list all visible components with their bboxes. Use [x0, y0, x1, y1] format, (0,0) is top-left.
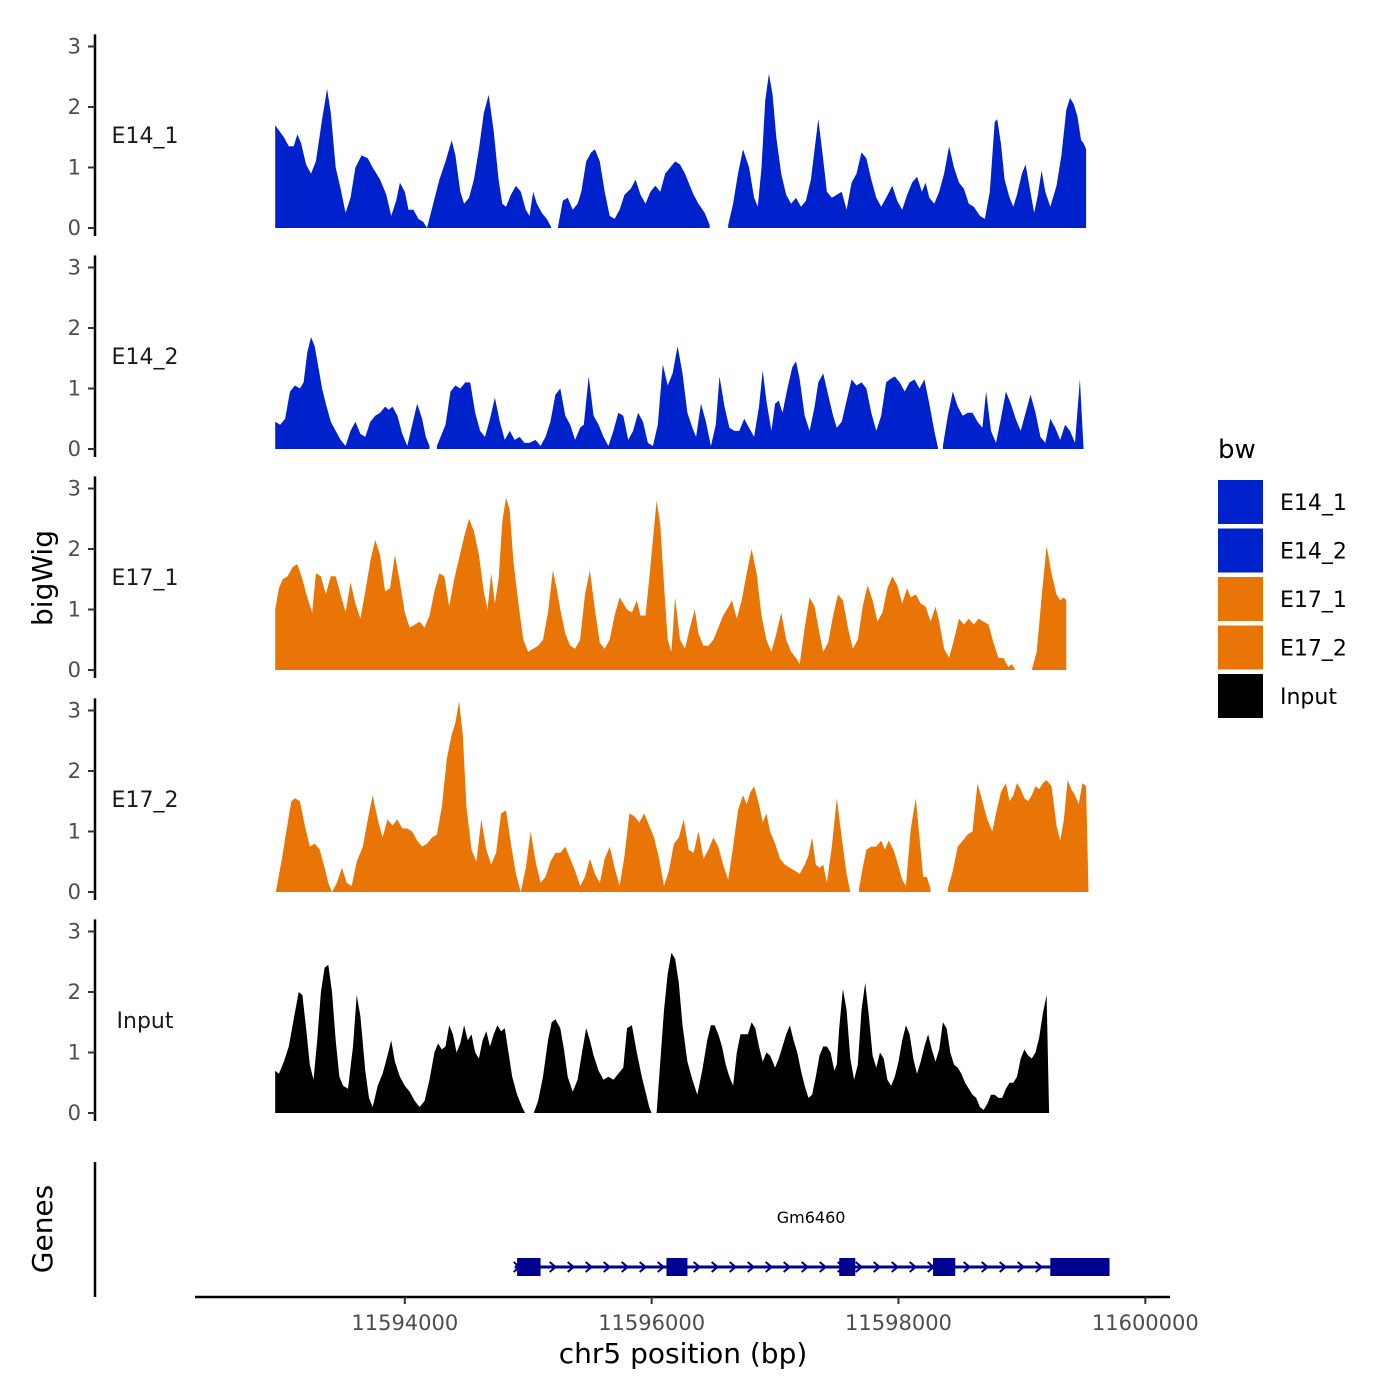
legend-swatch — [1218, 577, 1263, 621]
y-tick-label: 3 — [68, 35, 81, 59]
track-label: Input — [117, 1009, 174, 1034]
track-label: E17_2 — [112, 788, 179, 813]
y-tick-label: 3 — [68, 256, 81, 280]
legend-swatch — [1218, 480, 1263, 524]
strand-arrow — [693, 1261, 702, 1273]
y-tick-label: 0 — [68, 658, 81, 682]
legend-label: E17_1 — [1280, 588, 1347, 613]
track-e17-1: 0 1 2 3 E17_1 — [68, 476, 1067, 682]
track-area — [275, 337, 430, 449]
track-area — [275, 701, 851, 892]
strand-arrow — [909, 1261, 918, 1273]
x-tick-label: 11598000 — [845, 1311, 952, 1335]
y-tick-label: 1 — [68, 156, 81, 180]
strand-arrow — [747, 1261, 756, 1273]
strand-arrow — [585, 1261, 594, 1273]
y-axis-title: bigWig — [26, 530, 59, 626]
strand-arrow — [549, 1261, 558, 1273]
y-tick-label: 0 — [68, 1101, 81, 1125]
legend-swatch — [1218, 674, 1263, 718]
legend: bw E14_1 E14_2 E17_1 E17_2 Input — [1218, 435, 1347, 718]
legend-swatch — [1218, 528, 1263, 573]
y-tick-label: 1 — [68, 598, 81, 622]
y-tick-label: 1 — [68, 820, 81, 844]
track-area — [275, 964, 526, 1113]
y-tick-label: 1 — [68, 1041, 81, 1065]
track-label: E14_1 — [112, 124, 179, 149]
legend-title: bw — [1218, 435, 1256, 465]
legend-label: E17_2 — [1280, 637, 1347, 662]
genes-axis-title: Genes — [26, 1185, 59, 1273]
strand-arrow — [801, 1261, 810, 1273]
track-area — [728, 73, 1087, 228]
track-area — [533, 1019, 652, 1113]
track-area — [557, 149, 710, 228]
y-tick-label: 0 — [68, 880, 81, 904]
y-tick-label: 3 — [68, 699, 81, 723]
strand-arrow — [855, 1261, 864, 1273]
legend-label: Input — [1280, 685, 1337, 710]
y-tick-label: 0 — [68, 216, 81, 240]
strand-arrow — [657, 1261, 666, 1273]
strand-arrow — [765, 1261, 774, 1273]
track-e17-2: 0 1 2 3 E17_2 — [68, 698, 1089, 904]
track-area — [942, 379, 1084, 449]
x-axis: 11594000 11596000 11598000 11600000 — [195, 1295, 1199, 1335]
gene-exon — [1050, 1258, 1110, 1276]
legend-label: E14_2 — [1280, 540, 1347, 565]
strand-arrow — [1035, 1261, 1044, 1273]
track-label: E17_1 — [112, 566, 179, 591]
y-tick-label: 2 — [68, 980, 81, 1004]
strand-arrow — [891, 1261, 900, 1273]
gene-name-label: Gm6460 — [777, 1208, 846, 1227]
gene-model: Gm6460 — [513, 1208, 1110, 1276]
strand-arrow — [711, 1261, 720, 1273]
strand-arrow — [639, 1261, 648, 1273]
strand-arrow — [729, 1261, 738, 1273]
genes-layer: Gm6460 — [93, 1162, 1110, 1297]
y-tick-label: 0 — [68, 437, 81, 461]
y-tick-label: 3 — [68, 920, 81, 944]
track-e14-2: 0 1 2 3 E14_2 — [68, 255, 1084, 461]
track-area — [275, 497, 1016, 670]
gene-exon — [839, 1258, 856, 1276]
x-tick-label: 11596000 — [598, 1311, 705, 1335]
strand-arrow — [783, 1261, 792, 1273]
y-tick-label: 2 — [68, 95, 81, 119]
strand-arrow — [567, 1261, 576, 1273]
track-area — [1031, 546, 1067, 670]
strand-arrow — [963, 1261, 972, 1273]
strand-arrow — [999, 1261, 1008, 1273]
tracks-layer: 0 1 2 3 E14_1 0 1 2 3 E14_2 0 1 2 3 E17_1 0 1 2 3 E17_2 0 1 2 3… — [68, 34, 1089, 1125]
track-area — [656, 952, 1050, 1113]
y-tick-label: 2 — [68, 759, 81, 783]
x-tick-label: 11594000 — [351, 1311, 458, 1335]
x-axis-title: chr5 position (bp) — [559, 1337, 808, 1370]
y-tick-label: 2 — [68, 316, 81, 340]
track-e14-1: 0 1 2 3 E14_1 — [68, 34, 1087, 240]
y-tick-label: 2 — [68, 537, 81, 561]
track-area — [859, 798, 931, 892]
x-tick-label: 11600000 — [1092, 1311, 1199, 1335]
legend-swatch — [1218, 625, 1263, 670]
y-tick-label: 3 — [68, 477, 81, 501]
gene-exon — [933, 1258, 956, 1276]
track-label: E14_2 — [112, 345, 179, 370]
track-area — [436, 346, 938, 449]
gene-exon — [666, 1258, 688, 1276]
track-area — [275, 88, 552, 229]
track-input: 0 1 2 3 Input — [68, 919, 1050, 1125]
y-tick-label: 1 — [68, 377, 81, 401]
strand-arrow — [981, 1261, 990, 1273]
legend-label: E14_1 — [1280, 491, 1347, 516]
track-area — [947, 780, 1089, 892]
strand-arrow — [1017, 1261, 1026, 1273]
gene-exon — [517, 1258, 541, 1276]
strand-arrow — [819, 1261, 828, 1273]
strand-arrow — [621, 1261, 630, 1273]
strand-arrow — [873, 1261, 882, 1273]
strand-arrow — [603, 1261, 612, 1273]
